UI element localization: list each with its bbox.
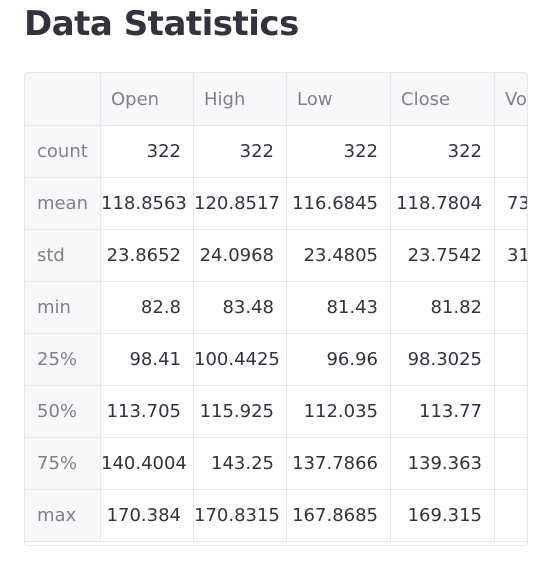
table-cell[interactable] [495, 334, 527, 386]
table-cell[interactable]: 83.48 [194, 282, 287, 334]
table-cell[interactable]: 322 [101, 126, 194, 178]
table-cell[interactable]: 73, [495, 178, 527, 230]
table-cell[interactable]: 322 [287, 126, 391, 178]
column-header-close[interactable]: Close [391, 73, 495, 126]
table-cell[interactable]: 31, [495, 230, 527, 282]
table-cell[interactable] [495, 386, 527, 438]
table-cell[interactable]: 98.41 [101, 334, 194, 386]
table-row: 75% 140.4004 143.25 137.7866 139.363 [25, 438, 527, 490]
table-cell[interactable] [495, 282, 527, 334]
table-cell[interactable]: 23.7542 [391, 230, 495, 282]
row-label: mean [25, 178, 101, 230]
table-cell[interactable]: 120.8517 [194, 178, 287, 230]
table-cell[interactable]: 170.8315 [194, 490, 287, 542]
column-header-open[interactable]: Open [101, 73, 194, 126]
table-cell[interactable]: 81.82 [391, 282, 495, 334]
table-row: 50% 113.705 115.925 112.035 113.77 [25, 386, 527, 438]
table-cell[interactable]: 322 [194, 126, 287, 178]
table-cell[interactable]: 23.8652 [101, 230, 194, 282]
table-cell[interactable] [495, 490, 527, 542]
table-cell[interactable]: 96.96 [287, 334, 391, 386]
table-cell[interactable]: 24.0968 [194, 230, 287, 282]
table-header-row: Open High Low Close Vol [25, 73, 527, 126]
table-cell[interactable]: 167.8685 [287, 490, 391, 542]
table-cell[interactable]: 140.4004 [101, 438, 194, 490]
row-label: 50% [25, 386, 101, 438]
row-label: count [25, 126, 101, 178]
table-cell[interactable]: 81.43 [287, 282, 391, 334]
table-cell[interactable]: 322 [391, 126, 495, 178]
table-cell[interactable]: 137.7866 [287, 438, 391, 490]
table-cell[interactable]: 113.77 [391, 386, 495, 438]
row-label: 25% [25, 334, 101, 386]
table-cell[interactable]: 118.8563 [101, 178, 194, 230]
table-cell[interactable]: 139.363 [391, 438, 495, 490]
row-label: max [25, 490, 101, 542]
table-cell[interactable]: 118.7804 [391, 178, 495, 230]
table-row: mean 118.8563 120.8517 116.6845 118.7804… [25, 178, 527, 230]
table-cell[interactable]: 23.4805 [287, 230, 391, 282]
table-cell[interactable]: 82.8 [101, 282, 194, 334]
column-header-volume[interactable]: Vol [495, 73, 527, 126]
column-header-high[interactable]: High [194, 73, 287, 126]
table-cell[interactable]: 98.3025 [391, 334, 495, 386]
statistics-table[interactable]: Open High Low Close Vol count 322 322 32… [24, 72, 528, 546]
table-cell[interactable]: 169.315 [391, 490, 495, 542]
row-label: std [25, 230, 101, 282]
table-cell[interactable]: 170.384 [101, 490, 194, 542]
table-cell[interactable]: 113.705 [101, 386, 194, 438]
table-cell[interactable] [495, 438, 527, 490]
table-cell[interactable]: 143.25 [194, 438, 287, 490]
row-label: min [25, 282, 101, 334]
table-cell[interactable]: 115.925 [194, 386, 287, 438]
table-cell[interactable] [495, 126, 527, 178]
table-row: std 23.8652 24.0968 23.4805 23.7542 31, [25, 230, 527, 282]
table-cell[interactable]: 100.4425 [194, 334, 287, 386]
column-header-low[interactable]: Low [287, 73, 391, 126]
row-label: 75% [25, 438, 101, 490]
table-cell[interactable]: 112.035 [287, 386, 391, 438]
table-row: max 170.384 170.8315 167.8685 169.315 [25, 490, 527, 542]
table-row: 25% 98.41 100.4425 96.96 98.3025 [25, 334, 527, 386]
page-title: Data Statistics [24, 4, 299, 44]
header-corner [25, 73, 101, 126]
table-cell[interactable]: 116.6845 [287, 178, 391, 230]
table-row: count 322 322 322 322 [25, 126, 527, 178]
table-row: min 82.8 83.48 81.43 81.82 [25, 282, 527, 334]
